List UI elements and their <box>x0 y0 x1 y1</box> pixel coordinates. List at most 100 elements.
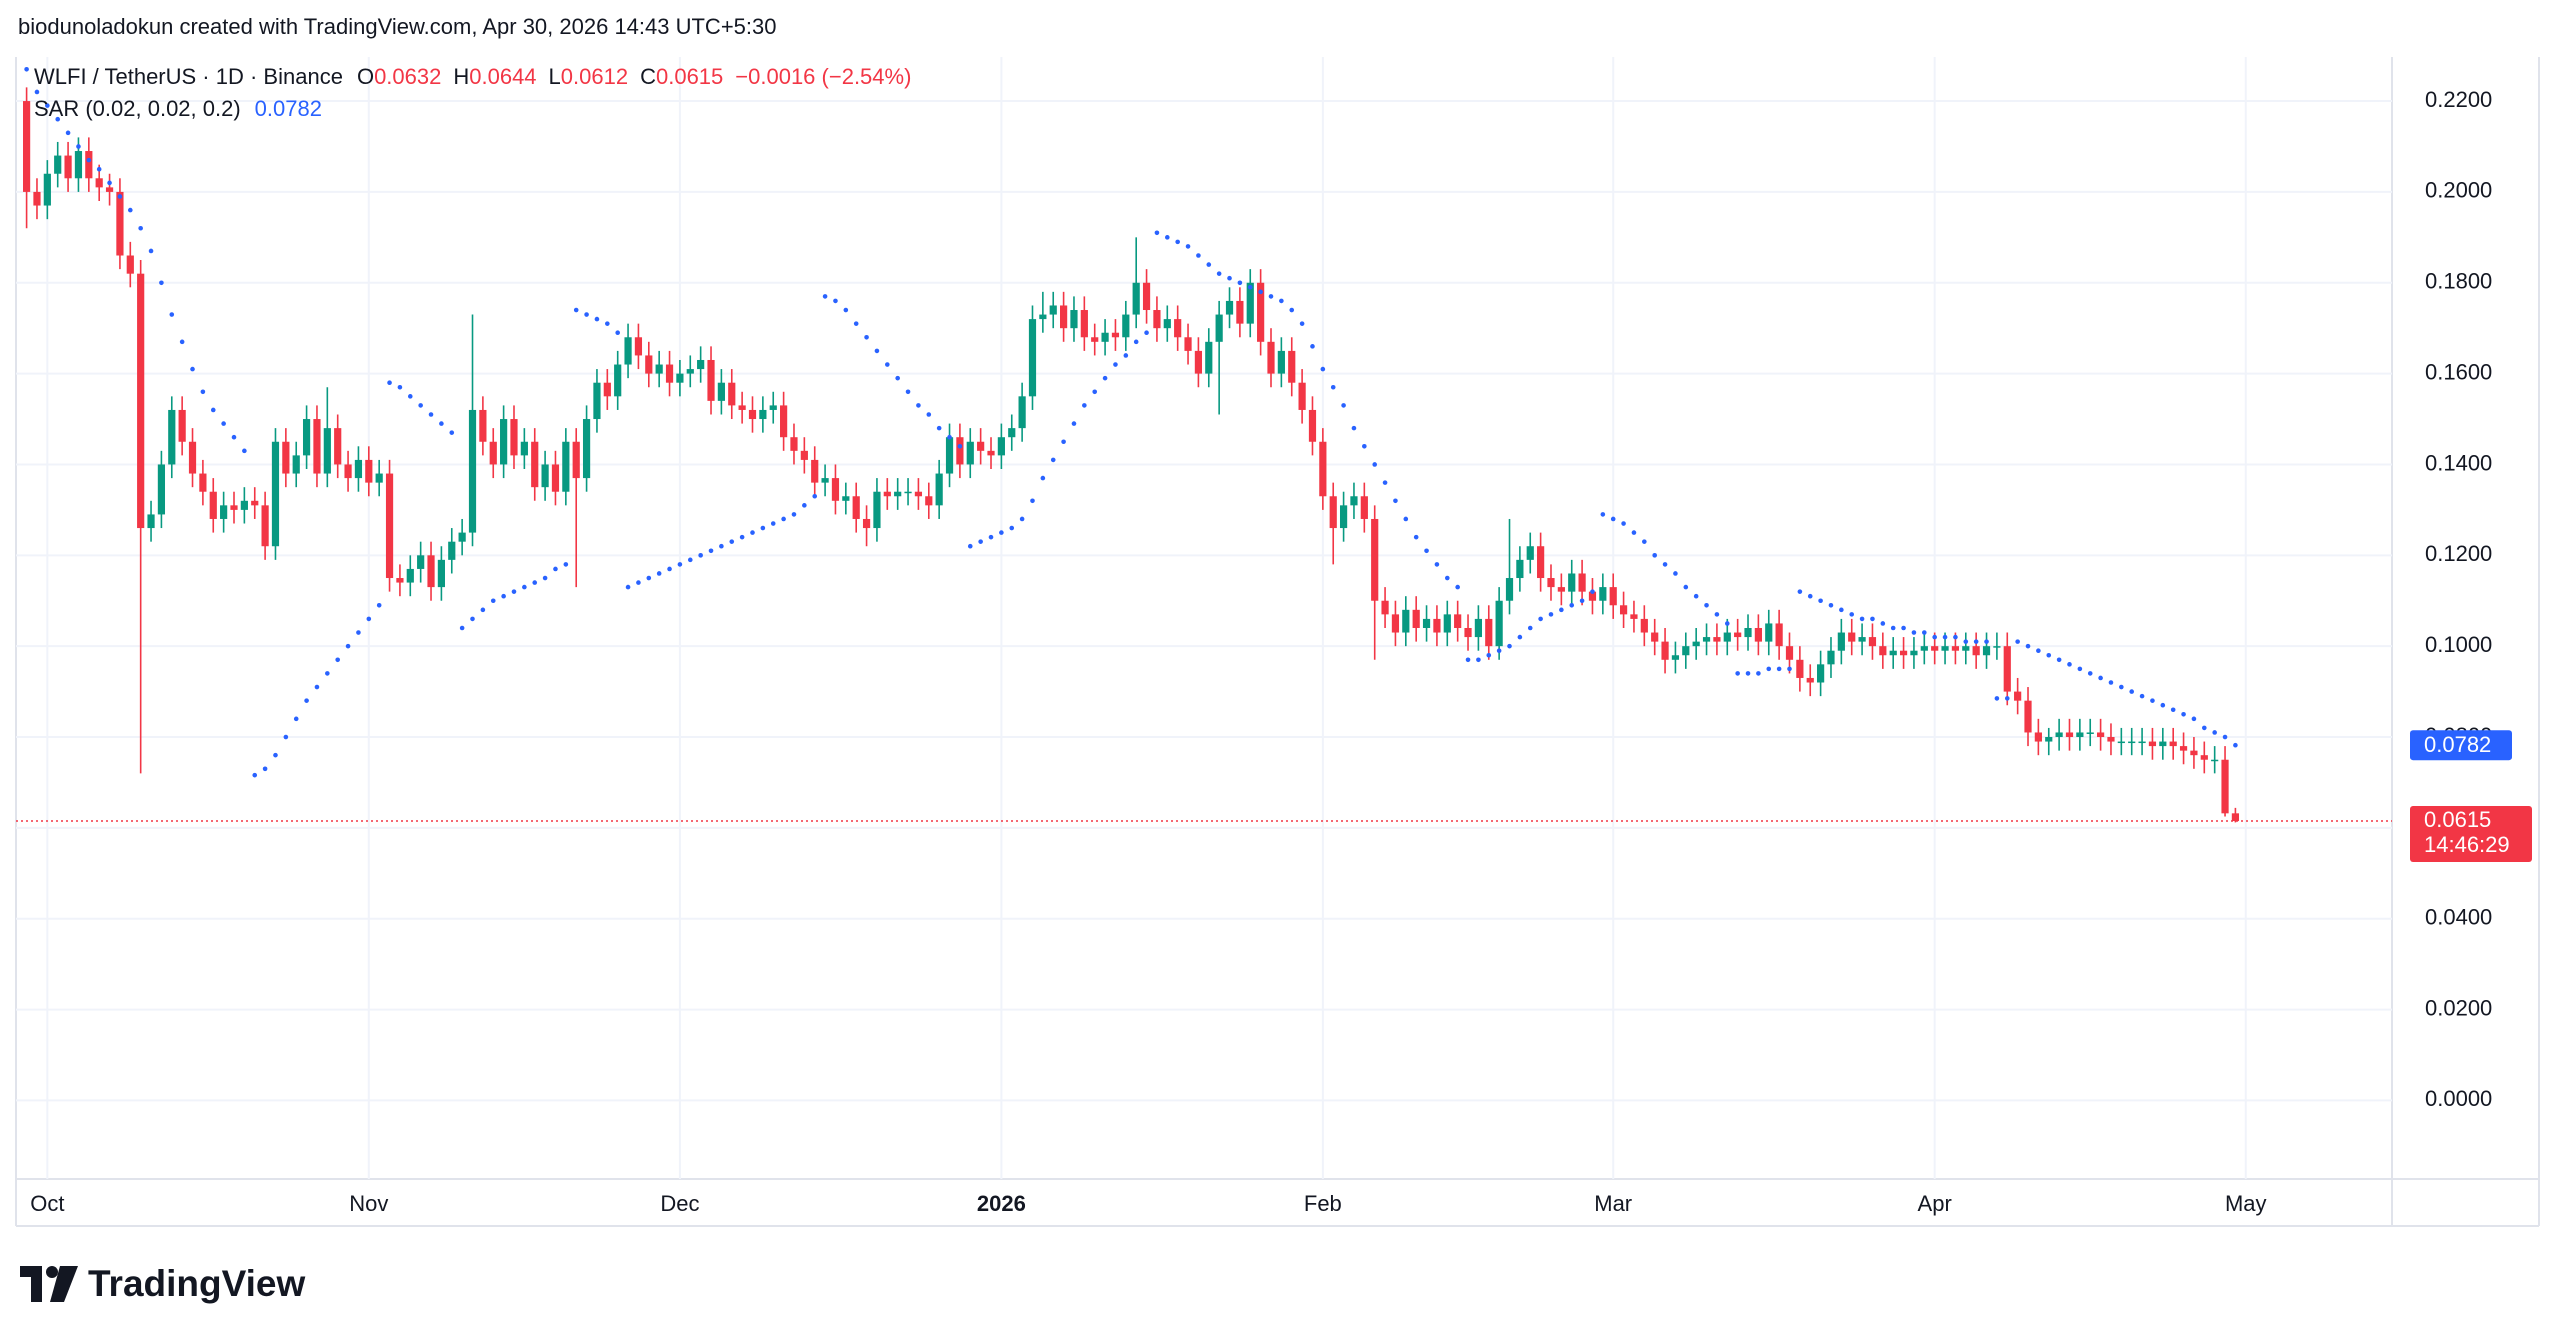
sar-dot <box>522 584 527 590</box>
sar-dot <box>719 543 724 549</box>
sar-dot <box>1102 375 1108 381</box>
candle-body <box>1298 382 1306 410</box>
sar-dot <box>1424 548 1429 554</box>
sar-dot <box>1299 321 1305 326</box>
x-tick-label: Mar <box>1594 1191 1632 1216</box>
sar-dot <box>532 580 538 585</box>
sar-dot <box>1154 230 1160 236</box>
candle-body <box>1671 655 1680 660</box>
candle-body <box>811 459 819 483</box>
sar-dot <box>750 530 755 535</box>
sar-dot <box>947 434 952 440</box>
sar-dot <box>687 557 693 563</box>
sar-dot <box>1330 384 1336 390</box>
sar-dot <box>1828 602 1834 608</box>
candle-body <box>116 191 124 256</box>
candle-body <box>2076 732 2084 738</box>
sar-dot <box>439 421 444 426</box>
candle-body <box>1713 637 1721 642</box>
sar-dot <box>957 443 963 449</box>
candle-body <box>728 382 736 406</box>
ohlc-label: H <box>453 64 469 89</box>
sar-dot <box>366 616 372 622</box>
sar-dot <box>1434 562 1440 567</box>
candle-body <box>1526 546 1534 560</box>
candle-body <box>945 437 954 474</box>
sar-dot <box>1185 244 1191 249</box>
sar-dot <box>1787 666 1792 672</box>
candle-body <box>489 441 497 465</box>
candle-body <box>64 155 72 179</box>
candle-body <box>2024 700 2032 733</box>
sar-dot <box>159 280 164 286</box>
candle-body <box>354 459 363 479</box>
candle-body <box>1837 632 1845 651</box>
sar-dot <box>335 657 341 663</box>
candle-body <box>1505 578 1514 601</box>
sar-dot <box>1569 602 1575 608</box>
candle-body <box>769 405 777 410</box>
sar-dot <box>1227 275 1232 281</box>
candle-body <box>686 369 694 374</box>
candle-body <box>956 437 964 465</box>
sar-dot <box>1818 598 1823 604</box>
sar-dot <box>1196 253 1201 258</box>
candle-body <box>1547 578 1555 588</box>
x-tick-label: Apr <box>1918 1191 1952 1216</box>
y-tick-label: 0.0400 <box>2425 905 2492 930</box>
sar-dot <box>34 89 40 95</box>
sar-dot <box>449 430 455 435</box>
sar-dot <box>1901 625 1906 631</box>
sar-dot <box>1579 598 1585 604</box>
sar-dot <box>729 539 735 544</box>
candle-body <box>1765 623 1773 642</box>
sar-dot <box>480 607 486 613</box>
candle-body <box>1744 627 1752 638</box>
sar-dot <box>1465 657 1471 663</box>
candle-body <box>448 541 456 560</box>
candle-body <box>1661 641 1669 660</box>
candle-body <box>1422 618 1431 628</box>
sar-dot <box>1538 616 1543 622</box>
candle-body <box>551 464 560 492</box>
candle-body <box>966 441 974 465</box>
candle-body <box>147 514 155 529</box>
ohlc-label: C <box>640 64 656 89</box>
candle-body <box>1277 350 1285 374</box>
candle-body <box>2169 741 2177 747</box>
candle-body <box>209 491 217 519</box>
sar-dot <box>1486 652 1492 658</box>
candle-body <box>1619 605 1628 615</box>
sar-dot <box>895 375 900 381</box>
logo: TradingView <box>20 1263 305 1304</box>
candle-body <box>1910 650 1918 656</box>
candle-body <box>1723 632 1731 642</box>
candle-body <box>1495 600 1503 647</box>
sar-dot <box>1216 271 1222 276</box>
candle-body <box>1153 310 1161 329</box>
sar-dot <box>1849 612 1855 617</box>
candle-body <box>800 450 808 460</box>
candle-body <box>572 441 580 479</box>
candle-body <box>1630 614 1638 619</box>
candle-body <box>614 364 622 397</box>
sar-dot <box>428 412 434 417</box>
candle-body <box>1215 314 1223 342</box>
sar-dot <box>677 562 683 567</box>
sar-dot <box>1320 366 1326 372</box>
sar-dot <box>1745 671 1751 676</box>
sar-dot <box>293 716 299 722</box>
sar-dot <box>1517 634 1523 640</box>
sar-dot <box>1776 666 1782 672</box>
sar-dot <box>1724 621 1730 626</box>
sar-dot <box>1859 616 1865 622</box>
candle-body <box>365 459 373 483</box>
sar-dot <box>1030 498 1035 504</box>
sar-dot <box>210 407 216 413</box>
sar-dot <box>833 298 838 304</box>
candle-body <box>1339 505 1348 529</box>
sar-dot <box>2015 639 2020 644</box>
candle-body <box>634 337 643 356</box>
sar-dot <box>470 616 475 622</box>
